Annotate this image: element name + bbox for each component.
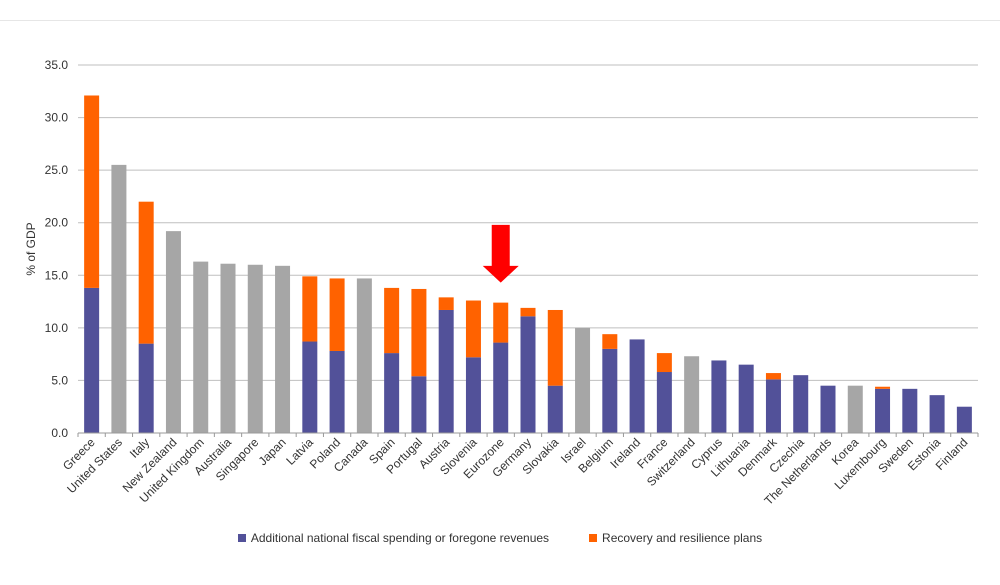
legend-label-fiscal: Additional national fiscal spending or f… [250,531,550,545]
bar-segment [84,287,100,433]
bar-segment [547,309,563,386]
bar-segment [493,302,509,343]
y-tick-label: 20.0 [45,216,69,230]
bar-segment [629,339,645,433]
bar-segment [438,309,454,433]
bar-segment [656,372,672,433]
legend-item-recovery: Recovery and resilience plans [589,531,762,545]
bar-segment [111,164,127,433]
bar-segment [711,360,727,433]
bar-segment [765,373,781,380]
bar-segment [465,300,481,358]
bar-segment [465,357,481,433]
bar-segment [138,201,154,344]
bar-segment [738,364,754,433]
bar-segment [411,376,427,433]
bar-segment [275,265,291,433]
y-tick-label: 5.0 [51,373,68,387]
annotation-arrow [482,224,519,283]
y-tick-label: 10.0 [45,321,69,335]
bar-segment [684,356,700,433]
bar-segment [656,353,672,373]
legend-swatch-fiscal [237,534,246,542]
y-tick-label: 25.0 [45,163,69,177]
x-tick-label: Japan [256,435,289,468]
bar-segment [247,264,263,433]
bar-segment [138,343,154,433]
y-tick-label: 35.0 [45,58,69,72]
bar-segment [520,307,536,317]
bar-segment [384,353,400,433]
bar-segment [329,278,345,351]
bar-segment [602,334,618,349]
bar-segment [847,385,863,433]
top-divider [0,20,1000,21]
bar-segment [356,278,372,433]
bar-segment [329,350,345,433]
bar-segment [602,348,618,433]
bar-segment [956,406,972,433]
bar-segment [520,316,536,433]
legend-swatch-recovery [589,534,598,542]
y-tick-label: 15.0 [45,268,69,282]
bar-segment [302,276,318,342]
bar-segment [438,297,454,310]
bar-segment [575,327,591,433]
legend-label-recovery: Recovery and resilience plans [602,531,763,545]
legend: Additional national fiscal spending or f… [0,531,1000,545]
bar-segment [902,388,918,433]
bar-segment [875,388,891,433]
bar-segment [765,379,781,433]
bar-segment [820,385,836,433]
bar-segment [193,261,209,433]
y-axis-title: % of GDP [24,222,38,275]
bar-segment [384,287,400,354]
bar-segment [220,263,236,433]
bar-segment [547,385,563,433]
legend-item-fiscal: Additional national fiscal spending or f… [237,531,550,545]
bar-segment [929,395,945,433]
bar-segment [411,288,427,377]
bar-segment [875,386,891,389]
y-tick-label: 0.0 [51,426,68,440]
bar-segment [302,341,318,433]
bar-segment [165,231,181,433]
bar-segment [793,375,809,433]
bar-segment [84,95,100,288]
y-tick-label: 30.0 [45,111,69,125]
bar-segment [493,342,509,433]
